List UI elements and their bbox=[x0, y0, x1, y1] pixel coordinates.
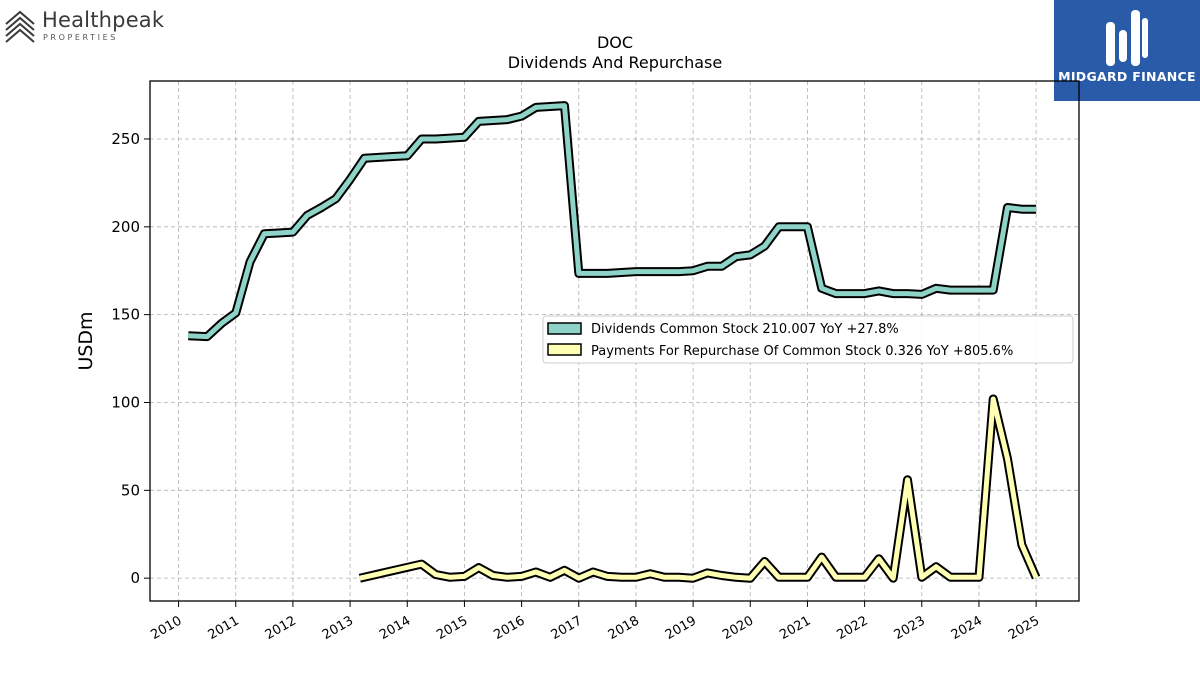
x-tick-label: 2023 bbox=[892, 613, 928, 643]
legend-label-repurchase: Payments For Repurchase Of Common Stock … bbox=[591, 344, 1013, 359]
y-tick-label: 0 bbox=[130, 569, 140, 587]
healthpeak-subtitle: PROPERTIES bbox=[43, 33, 118, 42]
x-tick-label: 2019 bbox=[663, 613, 699, 643]
x-tick-label: 2011 bbox=[206, 613, 242, 643]
x-tick-label: 2025 bbox=[1006, 613, 1042, 643]
healthpeak-mark-icon bbox=[5, 10, 35, 43]
chart-title: DOC bbox=[597, 33, 633, 52]
x-tick-label: 2020 bbox=[720, 613, 756, 643]
legend: Dividends Common Stock 210.007 YoY +27.8… bbox=[542, 315, 1074, 364]
midgard-mark-icon bbox=[1106, 10, 1148, 66]
y-tick-label: 200 bbox=[111, 218, 140, 236]
x-tick-label: 2022 bbox=[834, 613, 870, 643]
legend-box bbox=[542, 315, 1074, 364]
x-tick-label: 2014 bbox=[377, 613, 413, 643]
plot-frame bbox=[149, 80, 1080, 602]
x-tick-label: 2021 bbox=[777, 613, 813, 643]
x-tick-label: 2017 bbox=[549, 613, 585, 643]
x-tick-label: 2015 bbox=[434, 613, 470, 643]
x-axis: 2010 2011 2012 2013 2014 2015 2016 2017 2018 2019… bbox=[148, 601, 1042, 643]
series-outline-repurchase bbox=[358, 394, 1041, 583]
midgard-finance-logo: MIDGARD FINANCE bbox=[1054, 0, 1200, 101]
series-line-repurchase bbox=[359, 396, 1039, 581]
y-axis-label: USDm bbox=[75, 311, 97, 370]
healthpeak-wordmark: Healthpeak bbox=[42, 8, 165, 32]
series-lines bbox=[188, 101, 1041, 583]
x-tick-label: 2016 bbox=[491, 613, 527, 643]
series-line-dividends bbox=[188, 103, 1037, 340]
chart-subtitle: Dividends And Repurchase bbox=[508, 53, 722, 72]
y-tick-label: 250 bbox=[111, 130, 140, 148]
y-tick-label: 150 bbox=[111, 306, 140, 324]
x-tick-label: 2024 bbox=[949, 613, 985, 643]
series-outline-dividends bbox=[188, 101, 1037, 342]
x-tick-label: 2018 bbox=[606, 613, 642, 643]
legend-label-dividends: Dividends Common Stock 210.007 YoY +27.8… bbox=[591, 322, 899, 337]
y-tick-label: 100 bbox=[111, 393, 140, 411]
y-axis: 0 50 100 150 200 250 bbox=[111, 130, 150, 587]
x-tick-label: 2013 bbox=[320, 613, 356, 643]
healthpeak-logo: Healthpeak PROPERTIES bbox=[4, 4, 174, 48]
legend-swatch-dividends bbox=[547, 322, 582, 335]
legend-swatch-repurchase bbox=[547, 343, 582, 356]
x-tick-label: 2010 bbox=[148, 613, 184, 643]
y-tick-label: 50 bbox=[121, 481, 140, 499]
midgard-finance-wordmark: MIDGARD FINANCE bbox=[1058, 69, 1196, 84]
x-tick-label: 2012 bbox=[263, 613, 299, 643]
